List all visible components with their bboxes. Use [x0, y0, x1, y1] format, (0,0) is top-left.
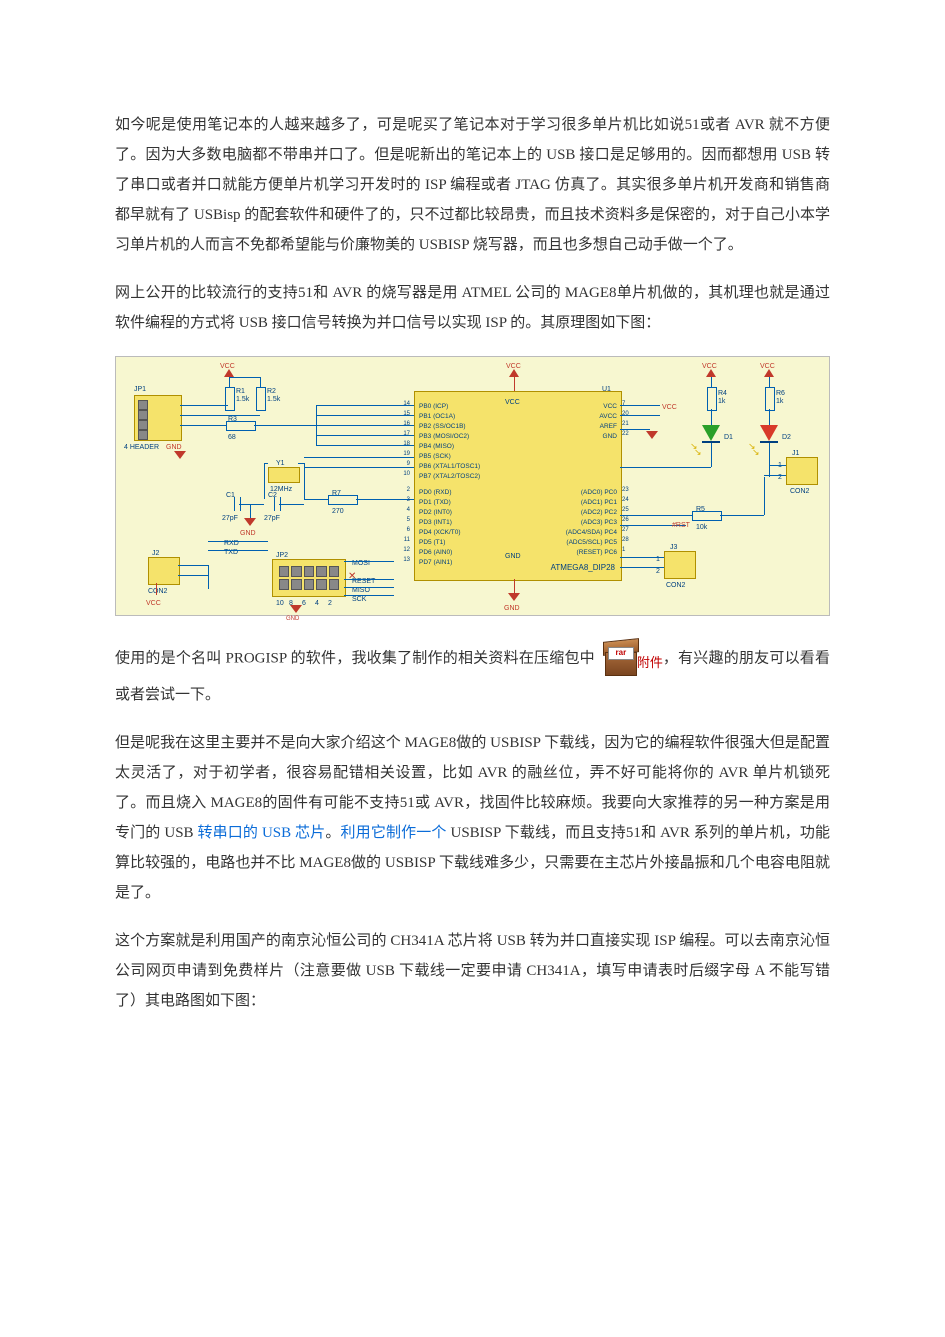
gnd-label-mcu: GND: [504, 602, 520, 616]
paragraph-2: 网上公开的比较流行的支持51和 AVR 的烧写器是用 ATMEL 公司的 MAG…: [115, 278, 830, 338]
j1-con2: CON2: [790, 485, 809, 499]
y1-label: Y1: [276, 457, 285, 471]
gnd-label-2: GND: [240, 527, 256, 541]
vcc-label-r1: VCC: [662, 401, 677, 415]
jp1-label: JP1: [134, 383, 146, 397]
r7-val: 270: [332, 505, 344, 519]
p4-link-2[interactable]: 利用它制作一个: [341, 825, 447, 841]
gnd-symbol-r: [646, 431, 658, 439]
led-d2: [760, 425, 778, 441]
schematic-figure: JP1 4 HEADER GND VCC R1 1.5k R2 1.5k R3 …: [115, 356, 830, 616]
vcc-label-led2: VCC: [760, 360, 775, 374]
mcu-gnd-bot: GND: [505, 550, 521, 564]
c2-val: 27pF: [264, 512, 280, 526]
vcc-label-mcu: VCC: [506, 360, 521, 374]
j3-connector: [664, 551, 696, 579]
r7-label: R7: [332, 487, 341, 501]
mcu-pins-right-bot: (ADC0) PC0 (ADC1) PC1 (ADC2) PC2 (ADC3) …: [547, 488, 617, 558]
p3-text-a: 使用的是个名叫 PROGISP 的软件，我收集了制作的相关资料在压缩包中: [115, 650, 595, 666]
jp2-header: [272, 559, 346, 597]
c1-label: C1: [226, 489, 235, 503]
header4-label: 4 HEADER: [124, 441, 159, 455]
r5-label: R5: [696, 503, 705, 517]
r2-val: 1.5k: [267, 393, 280, 407]
rar-tag: rar: [608, 647, 634, 660]
j1-connector: [786, 457, 818, 485]
r6-val: 1k: [776, 395, 783, 409]
mcu-part-name: ATMEGA8_DIP28: [551, 560, 615, 576]
paragraph-5: 这个方案就是利用国产的南京沁恒公司的 CH341A 芯片将 USB 转为并口直接…: [115, 926, 830, 1016]
mcu-pins-left: PB0 (ICP) PB1 (OC1A) PB2 (SS/OC1B) PB3 (…: [419, 402, 489, 568]
mcu-pins-right-top: VCC AVCC AREF GND: [547, 402, 617, 442]
p4-link-1[interactable]: 转串口的 USB 芯片: [197, 825, 325, 841]
paragraph-3: 使用的是个名叫 PROGISP 的软件，我收集了制作的相关资料在压缩包中 rar…: [115, 638, 830, 710]
d1-label: D1: [724, 431, 733, 445]
jp2-label: JP2: [276, 549, 288, 563]
r1-val: 1.5k: [236, 393, 249, 407]
r1-resistor: [225, 387, 235, 411]
attachment-link[interactable]: rar 附件: [601, 638, 657, 680]
txd-label: TXD: [224, 546, 238, 560]
c2-label: C2: [268, 489, 277, 503]
mcu-vcc-top: VCC: [505, 396, 520, 410]
rar-icon: rar: [601, 638, 641, 676]
r2-resistor: [256, 387, 266, 411]
p4-text-b: 。: [325, 825, 340, 841]
attachment-label: 附件: [637, 650, 663, 676]
jp1-header: [134, 395, 182, 441]
r6-resistor: [765, 387, 775, 411]
j3-con2: CON2: [666, 579, 685, 593]
j1-label: J1: [792, 447, 799, 461]
vcc-label-1: VCC: [220, 360, 235, 374]
r5-val: 10k: [696, 521, 707, 535]
r4-val: 1k: [718, 395, 725, 409]
mcu-atmega8: PB0 (ICP) PB1 (OC1A) PB2 (SS/OC1B) PB3 (…: [414, 391, 622, 581]
u1-label: U1: [602, 383, 611, 397]
led-d1: [702, 425, 720, 441]
r4-resistor: [707, 387, 717, 411]
rst-label: #RST: [672, 519, 690, 533]
vcc-label-led1: VCC: [702, 360, 717, 374]
paragraph-4: 但是呢我在这里主要并不是向大家介绍这个 MAGE8做的 USBISP 下载线，因…: [115, 728, 830, 908]
gnd-symbol-jp2: [290, 605, 302, 613]
gnd-label-jp2: GND: [286, 613, 299, 625]
j3-label: J3: [670, 541, 677, 555]
paragraph-1: 如今呢是使用笔记本的人越来越多了，可是呢买了笔记本对于学习很多单片机比如说51或…: [115, 110, 830, 260]
r3-label: R3: [228, 413, 237, 427]
d2-label: D2: [782, 431, 791, 445]
schematic-diagram: JP1 4 HEADER GND VCC R1 1.5k R2 1.5k R3 …: [115, 356, 830, 616]
r3-val: 68: [228, 431, 236, 445]
gnd-symbol-2: [244, 518, 256, 526]
j2-connector: [148, 557, 180, 585]
j2-label: J2: [152, 547, 159, 561]
vcc-label-j2: VCC: [146, 597, 161, 611]
c1-val: 27pF: [222, 512, 238, 526]
gnd-symbol-mcu: [508, 593, 520, 601]
gnd-symbol-1: [174, 451, 186, 459]
document-page: 如今呢是使用笔记本的人越来越多了，可是呢买了笔记本对于学习很多单片机比如说51或…: [0, 0, 945, 1284]
